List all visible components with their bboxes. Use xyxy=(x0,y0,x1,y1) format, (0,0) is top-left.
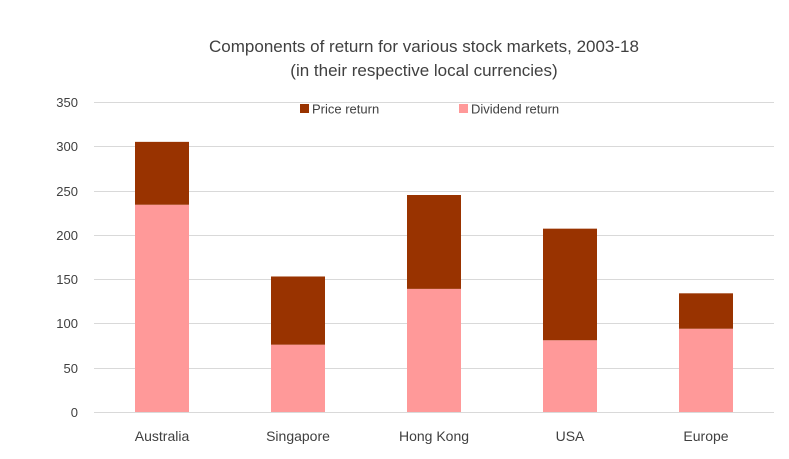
bar-dividend-return-usa xyxy=(543,340,597,412)
x-category-label: USA xyxy=(556,428,585,444)
chart-title-line-1: Components of return for various stock m… xyxy=(209,37,639,56)
x-category-label: Hong Kong xyxy=(399,428,469,444)
bar-price-return-europe xyxy=(679,293,733,329)
bar-dividend-return-australia xyxy=(135,204,189,412)
y-tick-label: 150 xyxy=(56,272,78,287)
y-tick-label: 200 xyxy=(56,228,78,243)
bar-price-return-australia xyxy=(135,141,189,205)
y-tick-label: 300 xyxy=(56,139,78,154)
x-category-label: Europe xyxy=(683,428,728,444)
bar-price-return-usa xyxy=(543,228,597,341)
y-axis-ticks: 0 50 100 150 200 250 300 350 xyxy=(56,95,78,420)
bar-dividend-return-singapore xyxy=(271,344,325,412)
y-tick-label: 100 xyxy=(56,316,78,331)
legend-swatch-price-return xyxy=(300,104,309,113)
y-tick-label: 350 xyxy=(56,95,78,110)
x-category-label: Australia xyxy=(135,428,190,444)
bar-dividend-return-europe xyxy=(679,328,733,412)
bar-dividend-return-hong-kong xyxy=(407,288,461,412)
legend: Price return Dividend return xyxy=(300,102,559,117)
y-tick-label: 0 xyxy=(71,405,78,420)
bar-price-return-hong-kong xyxy=(407,195,461,289)
chart-title-line-2: (in their respective local currencies) xyxy=(290,61,557,80)
legend-label-dividend-return: Dividend return xyxy=(471,102,559,117)
x-category-label: Singapore xyxy=(266,428,330,444)
y-tick-label: 250 xyxy=(56,184,78,199)
bars xyxy=(135,141,733,412)
legend-swatch-dividend-return xyxy=(459,104,468,113)
legend-label-price-return: Price return xyxy=(312,102,379,117)
bar-price-return-singapore xyxy=(271,276,325,345)
y-tick-label: 50 xyxy=(64,361,78,376)
x-axis-categories: Australia Singapore Hong Kong USA Europe xyxy=(135,428,729,444)
